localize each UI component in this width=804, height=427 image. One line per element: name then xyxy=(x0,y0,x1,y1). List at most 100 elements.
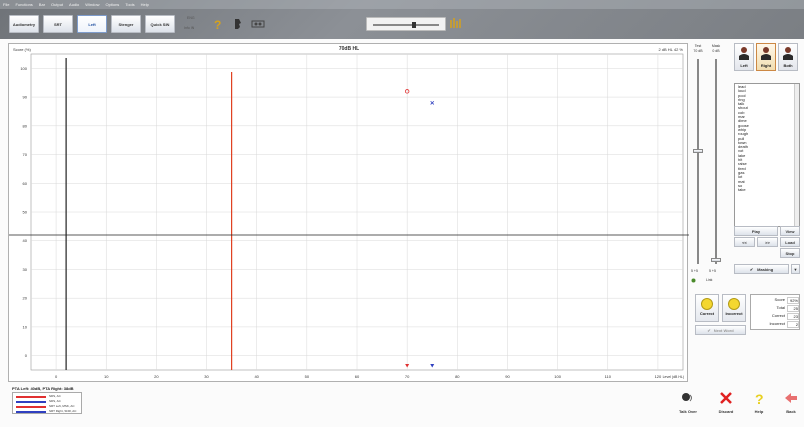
word-list-item[interactable]: vot xyxy=(738,148,744,154)
play-button[interactable]: Play xyxy=(734,226,778,236)
volume-slider-track xyxy=(373,24,439,26)
word-list[interactable]: lead loud pool ring talk shout cob mar dime goose… xyxy=(734,83,800,227)
word-list-item[interactable]: mat xyxy=(738,178,745,184)
word-list-item[interactable]: death xyxy=(738,144,749,150)
incorrect-button[interactable]: Incorrect xyxy=(722,294,746,322)
menu-audio[interactable]: Audio xyxy=(69,2,80,7)
stat-score-key: Score xyxy=(774,297,785,302)
y-tick-label: 50 xyxy=(23,210,28,215)
masking-control[interactable]: ✔ Masking ▼ xyxy=(734,264,800,274)
menu-file[interactable]: File xyxy=(3,2,10,7)
ear-left-button[interactable]: Left xyxy=(734,43,754,71)
ear-right-button[interactable]: Right xyxy=(756,43,776,71)
stat-total: Total 25 xyxy=(751,305,801,312)
back-label: Back xyxy=(786,409,796,414)
menu-output[interactable]: Output xyxy=(51,2,64,7)
word-list-item[interactable]: dime xyxy=(738,118,747,124)
word-list-item[interactable]: town xyxy=(738,139,747,145)
word-list-scrollbar[interactable] xyxy=(794,84,799,226)
word-list-item[interactable]: loud xyxy=(738,88,746,94)
next-button[interactable]: >> xyxy=(757,237,778,247)
word-list-item[interactable]: cob xyxy=(738,109,745,115)
help-icon[interactable]: ? xyxy=(211,17,225,31)
mask-label: Mask xyxy=(711,44,721,48)
talk-over-label: Talk Over xyxy=(679,409,697,414)
volume-slider[interactable] xyxy=(366,17,446,31)
word-list-item[interactable]: pull xyxy=(738,135,745,141)
masking-dropdown-button[interactable]: ▼ xyxy=(791,264,800,274)
x-tick-label: 90 xyxy=(505,374,510,379)
word-list-item[interactable]: raise xyxy=(738,161,747,167)
test-level-track[interactable] xyxy=(697,59,699,264)
test-step[interactable]: 5 +5 xyxy=(691,269,698,273)
phone-icon[interactable] xyxy=(231,17,245,31)
menu-options[interactable]: Options xyxy=(105,2,120,7)
srt-button[interactable]: SRT xyxy=(43,15,73,33)
help-button[interactable]: ? Help xyxy=(746,387,772,425)
menu-functions[interactable]: Functions xyxy=(15,2,33,7)
speech-chart[interactable]: 0 10 20 30 40 50 60 70 80 90 100 110 120 0 10 20 30 40 50 6… xyxy=(8,43,689,382)
prev-button[interactable]: << xyxy=(734,237,755,247)
y-tick-label: 30 xyxy=(23,267,28,272)
test-level-thumb[interactable] xyxy=(693,149,703,154)
level-panel: Test 70 dB Mask 0 dB 5 +5 5 +5 Link xyxy=(690,43,728,283)
person-icon xyxy=(739,47,749,60)
legend-label: SDS, AC xyxy=(49,399,61,403)
menu-help[interactable]: Help xyxy=(140,2,149,7)
mask-level-thumb[interactable] xyxy=(711,257,721,262)
correct-button[interactable]: Correct xyxy=(695,294,719,322)
menu-window[interactable]: Window xyxy=(85,2,100,7)
menu-bar-item[interactable]: Bar xyxy=(38,2,46,7)
word-list-item[interactable]: pool xyxy=(738,92,746,98)
test-value: 70 dB xyxy=(693,49,703,53)
quick-sin-button[interactable]: Quick SIN xyxy=(145,15,175,33)
word-list-item[interactable]: mar xyxy=(738,114,745,120)
word-list-item[interactable]: gas xyxy=(738,169,745,175)
stenger-button[interactable]: Stenger xyxy=(111,15,141,33)
y-tick-label: 40 xyxy=(23,238,28,243)
masking-button[interactable]: ✔ Masking xyxy=(734,264,789,274)
word-list-item[interactable]: shout xyxy=(738,105,748,111)
load-button[interactable]: Load xyxy=(780,237,800,247)
talk-over-icon xyxy=(681,391,695,405)
link-icon[interactable] xyxy=(691,278,696,284)
chart-x-unit: Level (dB HL) xyxy=(662,375,684,379)
x-tick-label: 10 xyxy=(104,374,109,379)
back-button[interactable]: Back xyxy=(778,387,804,425)
word-list-item[interactable]: hit xyxy=(738,157,743,163)
discard-button[interactable]: Discard xyxy=(713,387,739,425)
audiometry-button[interactable]: Audiometry xyxy=(9,15,39,33)
ear-selector: Left Right Both xyxy=(731,43,801,73)
masking-label: Masking xyxy=(757,266,774,272)
word-list-item[interactable]: lead xyxy=(738,84,746,89)
toolbar: Audiometry SRT Left Stenger Quick SIN EN… xyxy=(0,9,804,39)
view-button[interactable]: View xyxy=(780,226,800,236)
word-list-item[interactable]: goose xyxy=(738,122,749,128)
mask-level-track[interactable] xyxy=(715,59,717,264)
word-list-item[interactable]: whip xyxy=(738,126,747,132)
ear-left-label: Left xyxy=(740,63,748,68)
menu-tools[interactable]: Tools xyxy=(125,2,135,7)
word-list-item[interactable]: tired xyxy=(738,165,746,171)
settings-icon[interactable] xyxy=(251,17,265,31)
word-list-item[interactable]: so xyxy=(738,182,743,188)
word-list-item[interactable]: take xyxy=(738,187,746,193)
ear-both-button[interactable]: Both xyxy=(778,43,798,71)
stop-button[interactable]: Stop xyxy=(780,248,800,258)
mask-step[interactable]: 5 +5 xyxy=(709,269,716,273)
word-list-item[interactable]: ring xyxy=(738,96,745,102)
x-tick-label: 60 xyxy=(355,374,360,379)
word-list-item[interactable]: lake xyxy=(738,152,746,158)
talk-over-button[interactable]: Talk Over xyxy=(675,387,701,425)
next-word-button[interactable]: ✔ Next Word xyxy=(695,325,746,335)
word-list-item[interactable]: lot xyxy=(738,174,743,180)
legend-item: SRT Right, SNR, AC xyxy=(16,409,82,413)
y-tick-label: 70 xyxy=(23,152,28,157)
left-button[interactable]: Left xyxy=(77,15,107,33)
back-icon xyxy=(784,391,798,405)
word-list-item[interactable]: rough xyxy=(738,131,749,137)
volume-slider-thumb[interactable] xyxy=(412,22,416,28)
language-box[interactable]: ENG Info IN xyxy=(183,14,205,34)
dashboard-icon[interactable] xyxy=(450,17,464,30)
word-list-item[interactable]: talk xyxy=(738,101,745,107)
